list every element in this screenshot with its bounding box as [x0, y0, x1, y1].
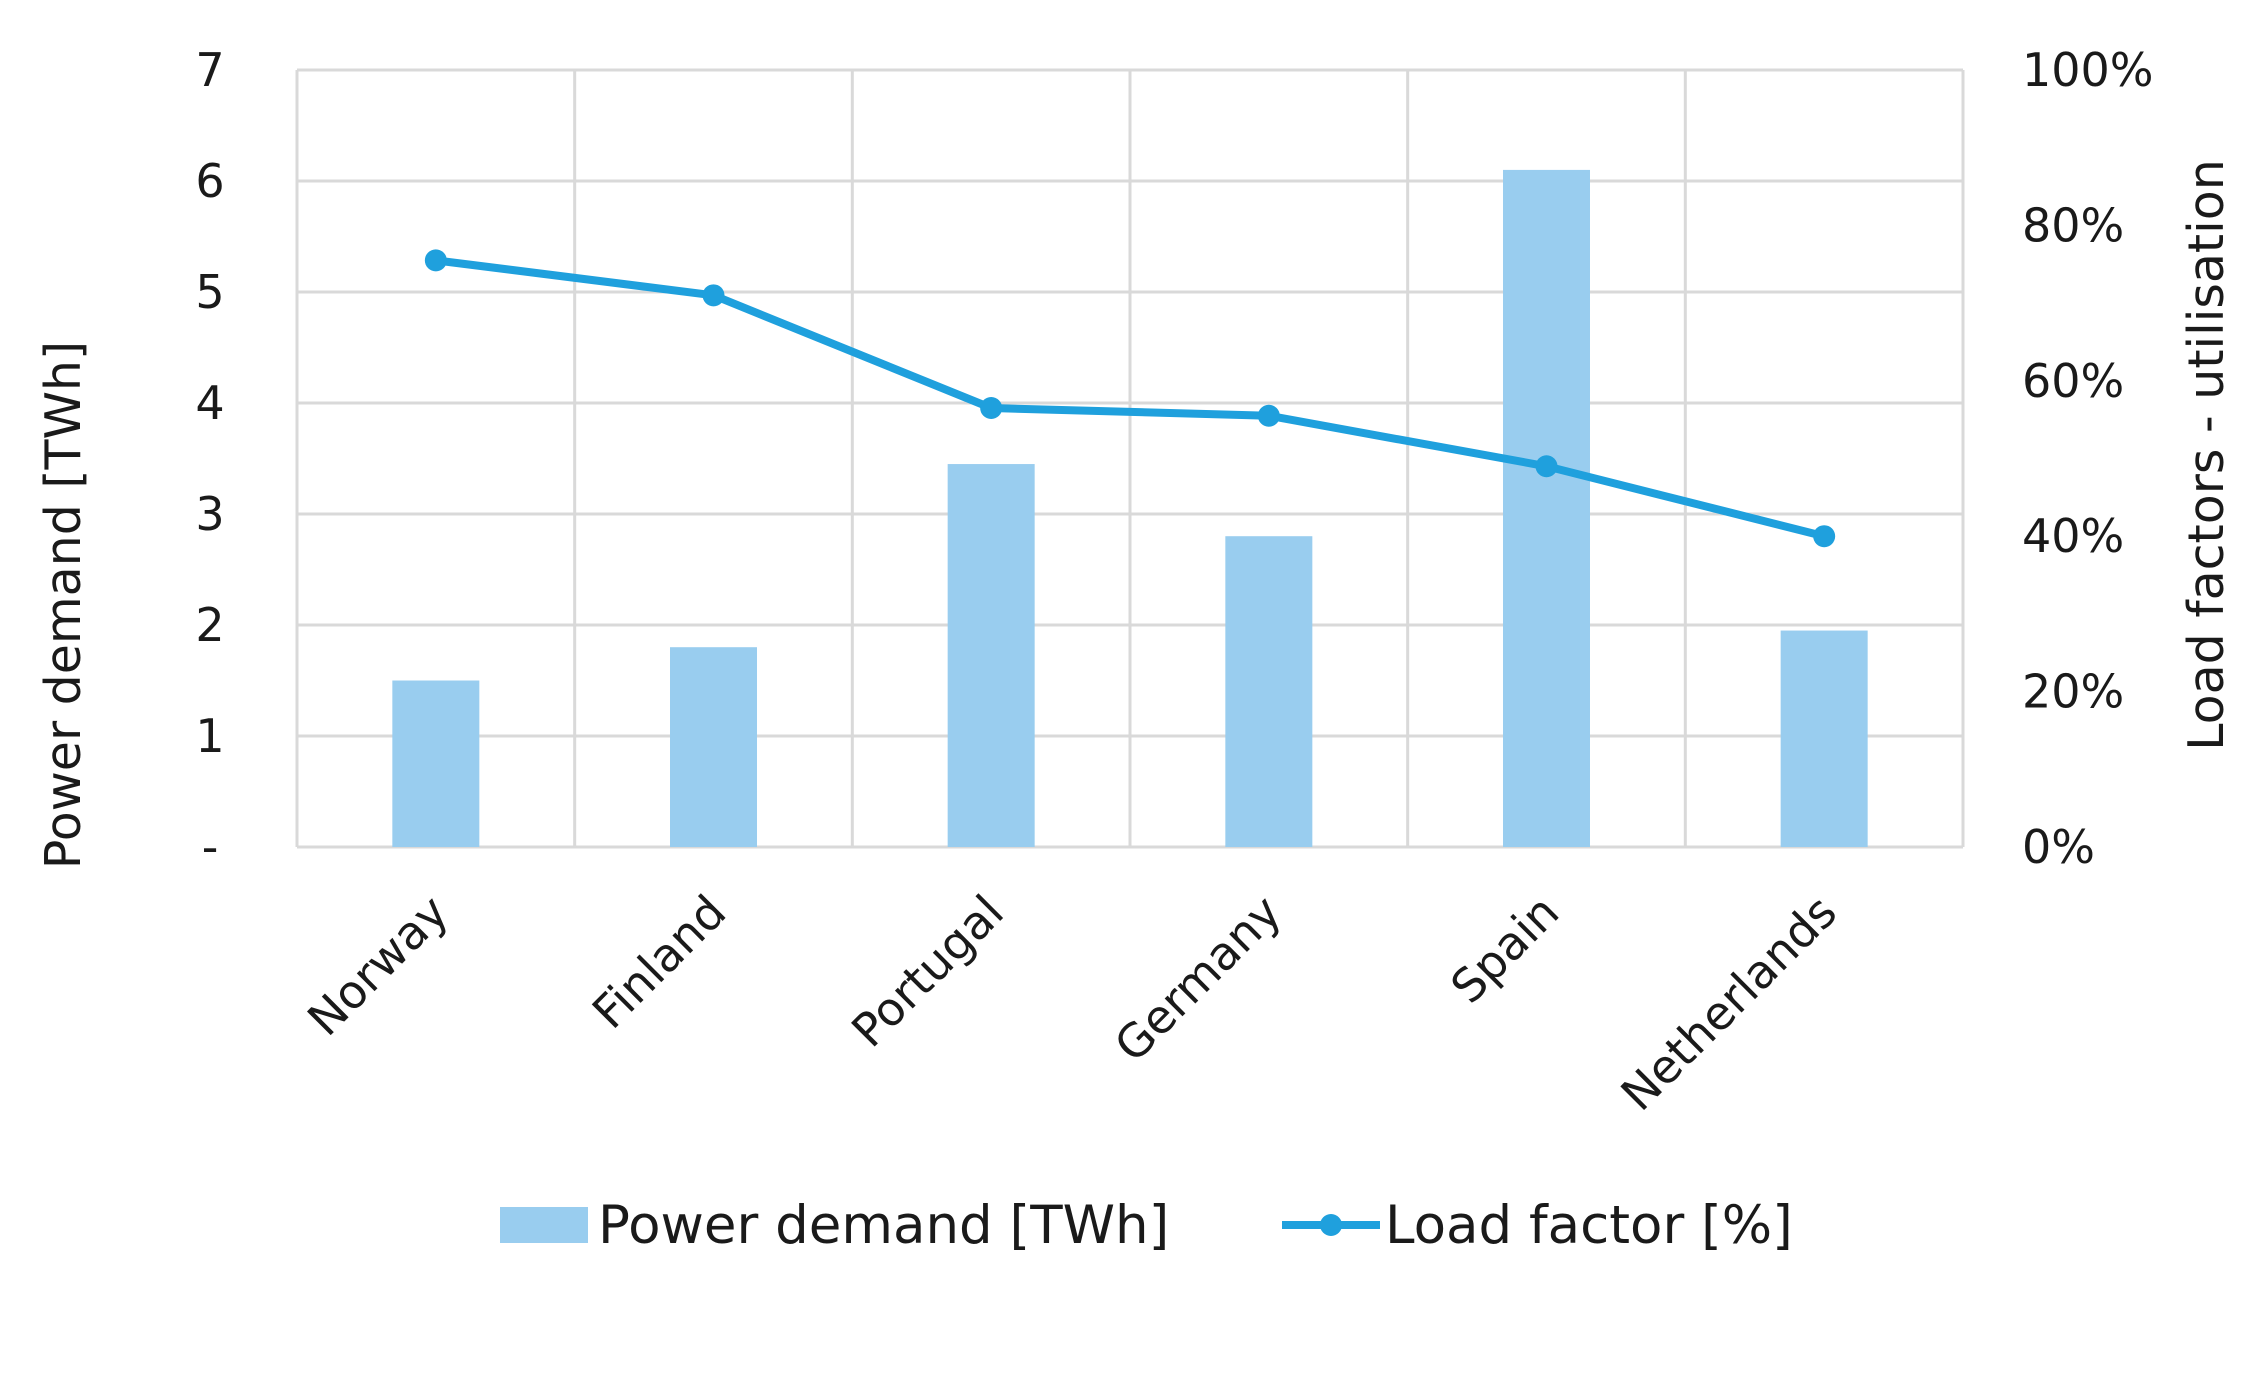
- point-spain: [1535, 455, 1558, 478]
- legend-line-label: Load factor [%]: [1385, 1195, 1793, 1256]
- x-tick-label: Germany: [1104, 885, 1292, 1073]
- left-axis-ticks: - 1 2 3 4 5 6 7: [195, 43, 224, 874]
- legend-bar-label: Power demand [TWh]: [598, 1195, 1169, 1256]
- y-tick-left: 2: [195, 598, 224, 652]
- x-axis-ticks: Norway Finland Portugal Germany Spain Netherl…: [297, 885, 1847, 1121]
- y-tick-right: 100%: [2022, 43, 2154, 97]
- bar-spain: [1503, 169, 1590, 847]
- x-tick-label: Spain: [1440, 885, 1569, 1014]
- y-axis-title-right: Load factors - utilisation: [2178, 159, 2235, 751]
- point-portugal: [980, 396, 1003, 419]
- x-tick-label: Norway: [297, 885, 459, 1047]
- gridlines: [295, 68, 1965, 849]
- bar-norway: [392, 680, 480, 847]
- y-tick-left: 7: [195, 43, 224, 97]
- bar-finland: [670, 647, 757, 847]
- bars: [392, 169, 1868, 847]
- bar-portugal: [947, 464, 1035, 847]
- y-axis-title-left: Power demand [TWh]: [35, 341, 92, 869]
- y-tick-left: 3: [195, 487, 224, 541]
- point-netherlands: [1813, 525, 1836, 548]
- point-norway: [424, 249, 447, 272]
- y-tick-right: 40%: [2022, 509, 2124, 563]
- y-tick-right: 60%: [2022, 354, 2124, 408]
- point-finland: [702, 284, 725, 307]
- y-tick-left: 1: [195, 709, 224, 763]
- legend-bar-swatch: [500, 1207, 588, 1243]
- legend-line-marker: [1320, 1214, 1342, 1236]
- y-tick-left: 5: [195, 265, 224, 319]
- bar-germany: [1225, 536, 1313, 847]
- y-tick-right: 20%: [2022, 665, 2124, 719]
- x-tick-label: Netherlands: [1610, 885, 1846, 1121]
- y-tick-right: 0%: [2022, 820, 2095, 874]
- x-tick-label: Finland: [582, 885, 736, 1039]
- load-factor-polyline: [435, 256, 1826, 541]
- y-tick-right: 80%: [2022, 198, 2124, 252]
- load-factor-line: [424, 249, 1836, 548]
- bar-netherlands: [1780, 630, 1868, 847]
- y-tick-left: -: [202, 820, 219, 874]
- y-tick-left: 6: [195, 154, 224, 208]
- legend: Power demand [TWh] Load factor [%]: [500, 1195, 1793, 1256]
- right-axis-ticks: 0% 20% 40% 60% 80% 100%: [2022, 43, 2154, 874]
- point-germany: [1257, 404, 1280, 427]
- x-tick-label: Portugal: [841, 885, 1014, 1058]
- y-tick-left: 4: [195, 376, 224, 430]
